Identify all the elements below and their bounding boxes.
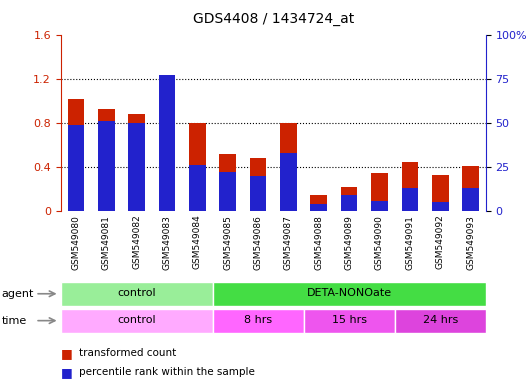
Text: GSM549083: GSM549083 — [163, 215, 172, 270]
Bar — [189, 123, 206, 211]
Bar — [219, 154, 236, 211]
Text: control: control — [117, 288, 156, 298]
Bar — [68, 99, 84, 211]
Bar — [371, 200, 388, 211]
Text: GSM549084: GSM549084 — [193, 215, 202, 270]
Text: transformed count: transformed count — [79, 348, 176, 358]
Text: DETA-NONOate: DETA-NONOate — [307, 288, 392, 298]
Text: agent: agent — [2, 289, 34, 299]
Bar — [158, 78, 175, 211]
Text: GSM549093: GSM549093 — [466, 215, 475, 270]
Bar — [341, 187, 357, 211]
Text: 24 hrs: 24 hrs — [422, 315, 458, 325]
Bar — [462, 188, 479, 211]
Bar — [250, 176, 267, 211]
Bar — [401, 188, 418, 211]
Text: ■: ■ — [61, 347, 72, 360]
Bar — [462, 166, 479, 211]
Text: percentile rank within the sample: percentile rank within the sample — [79, 367, 255, 377]
Text: GSM549085: GSM549085 — [223, 215, 232, 270]
Text: GSM549088: GSM549088 — [314, 215, 323, 270]
Bar — [189, 165, 206, 211]
Text: GSM549080: GSM549080 — [71, 215, 80, 270]
Bar — [128, 123, 145, 211]
FancyBboxPatch shape — [61, 309, 212, 333]
FancyBboxPatch shape — [212, 282, 486, 306]
Bar — [432, 202, 449, 211]
Text: GSM549089: GSM549089 — [345, 215, 354, 270]
Bar — [68, 125, 84, 211]
Text: GSM549082: GSM549082 — [132, 215, 141, 270]
Bar — [341, 195, 357, 211]
Text: GSM549087: GSM549087 — [284, 215, 293, 270]
FancyBboxPatch shape — [304, 309, 394, 333]
Text: GSM549091: GSM549091 — [406, 215, 414, 270]
Bar — [158, 75, 175, 211]
FancyBboxPatch shape — [212, 309, 304, 333]
Text: time: time — [2, 316, 27, 326]
Bar — [98, 109, 115, 211]
Bar — [371, 172, 388, 211]
Bar — [280, 123, 297, 211]
Bar — [219, 172, 236, 211]
Text: GSM549081: GSM549081 — [102, 215, 111, 270]
Bar — [98, 121, 115, 211]
Text: control: control — [117, 315, 156, 325]
Text: GSM549086: GSM549086 — [253, 215, 262, 270]
Bar — [310, 195, 327, 211]
Bar — [128, 114, 145, 211]
Text: ■: ■ — [61, 366, 72, 379]
Bar — [432, 175, 449, 211]
Text: GSM549090: GSM549090 — [375, 215, 384, 270]
Bar — [310, 204, 327, 211]
Bar — [250, 158, 267, 211]
FancyBboxPatch shape — [61, 282, 212, 306]
Bar — [280, 153, 297, 211]
Text: 8 hrs: 8 hrs — [244, 315, 272, 325]
Text: GDS4408 / 1434724_at: GDS4408 / 1434724_at — [193, 12, 354, 25]
FancyBboxPatch shape — [394, 309, 486, 333]
Text: 15 hrs: 15 hrs — [332, 315, 366, 325]
Bar — [401, 162, 418, 211]
Text: GSM549092: GSM549092 — [436, 215, 445, 270]
